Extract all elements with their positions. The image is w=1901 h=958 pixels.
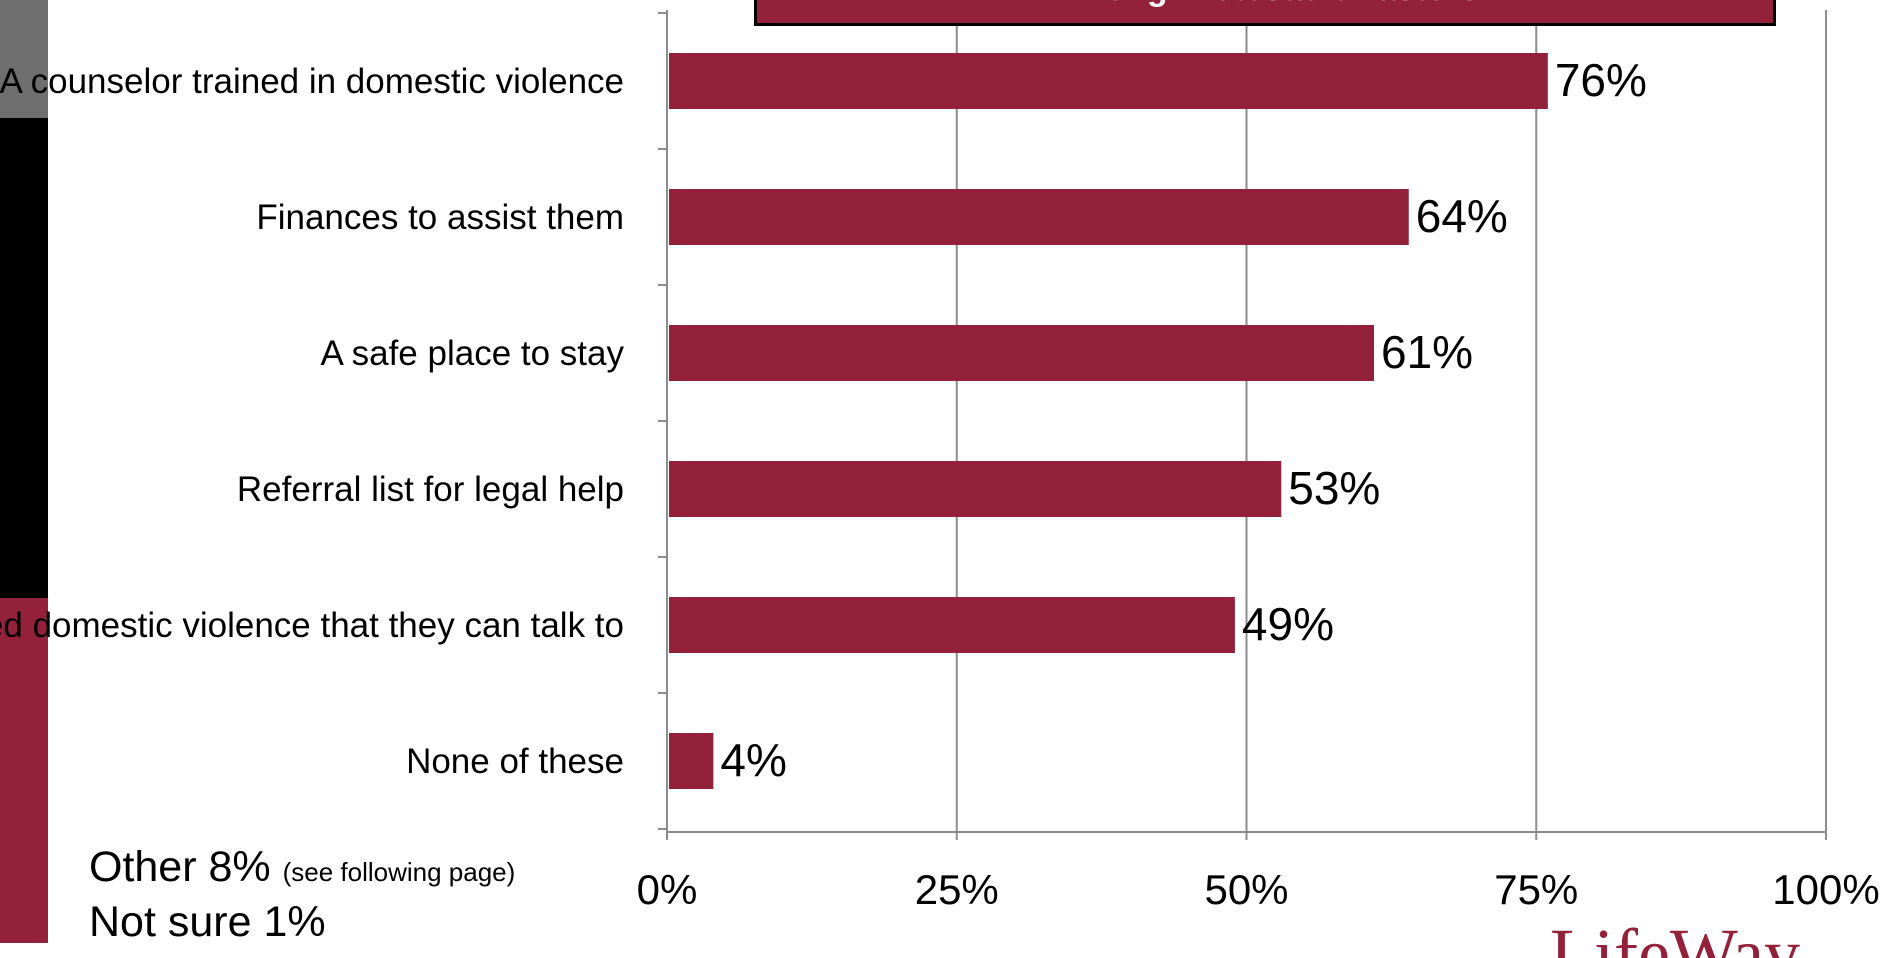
bar	[669, 461, 1282, 517]
bar	[669, 53, 1548, 109]
category-label: Someone who has experienced domestic vio…	[0, 606, 624, 645]
grid-lines	[955, 10, 1827, 832]
category-label: Referral list for legal help	[237, 470, 624, 509]
category-label: None of these	[406, 742, 624, 781]
bars	[669, 53, 1548, 789]
left-band-grey	[0, 0, 48, 118]
labels: 0% 25% 50% 75% 100% 76% A counselor trained in…	[0, 54, 1880, 913]
note-other-detail: (see following page)	[282, 857, 516, 887]
bar	[669, 325, 1374, 381]
bar	[669, 189, 1409, 245]
data-label: 49%	[1242, 598, 1334, 650]
left-band-red	[0, 598, 48, 943]
axes	[658, 10, 1827, 840]
note-not-sure: Not sure 1%	[89, 898, 326, 947]
lifeway-logo-icon: LifeWay	[1550, 918, 1850, 958]
x-tick-label: 75%	[1494, 866, 1578, 913]
bar	[669, 597, 1235, 653]
x-tick-label: 100%	[1772, 866, 1879, 913]
category-label: A safe place to stay	[320, 334, 624, 373]
left-band-black	[0, 118, 48, 598]
data-label: 64%	[1416, 190, 1508, 242]
note-other: Other 8% (see following page)	[89, 843, 515, 892]
x-tick-label: 50%	[1204, 866, 1288, 913]
category-label: Finances to assist them	[256, 198, 624, 237]
chart-title: Among Protestant Pastors	[1051, 0, 1480, 8]
x-tick-label: 0%	[637, 866, 698, 913]
bar	[669, 733, 714, 789]
chart-title-box: Among Protestant Pastors	[754, 0, 1776, 26]
data-label: 53%	[1288, 462, 1380, 514]
note-other-label: Other 8%	[89, 843, 271, 891]
x-tick-label: 25%	[915, 866, 999, 913]
category-label: A counselor trained in domestic violence	[0, 62, 624, 101]
data-label: 61%	[1381, 326, 1473, 378]
data-label: 76%	[1555, 54, 1647, 106]
data-label: 4%	[720, 734, 786, 786]
logo-text: LifeWay	[1550, 918, 1801, 958]
note-not-sure-label: Not sure 1%	[89, 898, 326, 946]
